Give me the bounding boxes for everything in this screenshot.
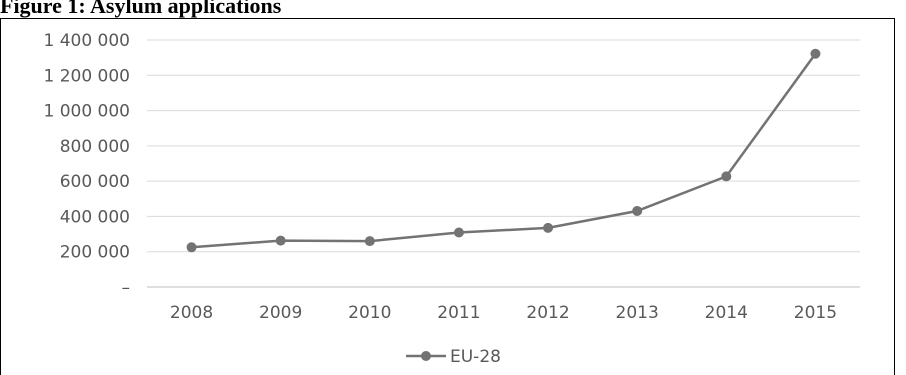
y-axis-ticks: – 200 000 400 000 600 000 800 000 1 000 000 1 … — [43, 31, 130, 298]
data-point — [543, 222, 554, 233]
chart-frame — [0, 18, 895, 375]
x-tick-label: 2015 — [794, 303, 837, 323]
x-tick-label: 2014 — [705, 303, 748, 323]
y-tick-label: 1 200 000 — [43, 66, 130, 86]
x-tick-label: 2009 — [259, 303, 302, 323]
data-point — [275, 235, 286, 246]
data-point — [186, 242, 197, 253]
data-point — [453, 227, 464, 238]
x-tick-label: 2008 — [170, 303, 213, 323]
series-points — [186, 48, 821, 253]
y-tick-label: 200 000 — [60, 243, 130, 263]
y-tick-label: 800 000 — [60, 137, 130, 157]
x-tick-label: 2010 — [348, 303, 391, 323]
data-point — [632, 205, 643, 216]
x-tick-label: 2013 — [616, 303, 659, 323]
y-tick-label: 1 000 000 — [43, 102, 130, 122]
data-point — [364, 236, 375, 247]
y-tick-label: 600 000 — [60, 172, 130, 192]
series-lines — [191, 53, 817, 249]
y-tick-label: 1 400 000 — [43, 31, 130, 51]
gridlines — [147, 39, 860, 288]
data-point — [810, 48, 821, 59]
x-axis-ticks: 2008 2009 2010 2011 2012 2013 2014 2015 — [170, 303, 837, 323]
y-tick-label: – — [122, 278, 131, 298]
chart-title: Figure 1: Asylum applications — [0, 0, 282, 18]
x-tick-label: 2011 — [437, 303, 480, 323]
legend: EU-28 — [406, 347, 501, 367]
legend-label: EU-28 — [450, 347, 501, 367]
series-line — [191, 53, 817, 249]
x-tick-label: 2012 — [526, 303, 569, 323]
data-point — [721, 171, 732, 182]
y-tick-label: 400 000 — [60, 207, 130, 227]
legend-marker — [421, 351, 431, 361]
